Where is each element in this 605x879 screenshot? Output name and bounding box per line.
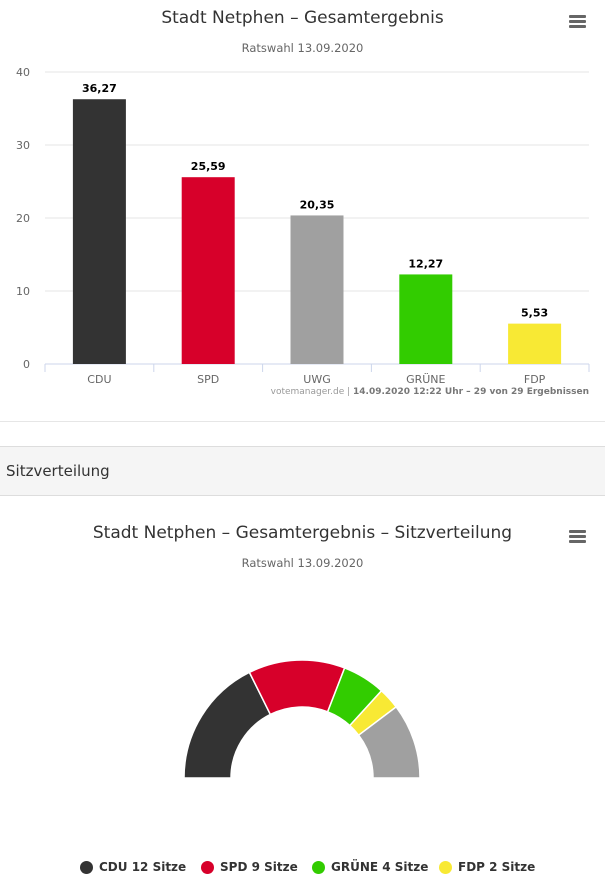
- legend-item-grüne[interactable]: GRÜNE 4 Sitze: [312, 858, 428, 876]
- hamburger-menu-icon[interactable]: [569, 15, 586, 29]
- x-tick-label: GRÜNE: [406, 373, 445, 386]
- x-tick-label: UWG: [303, 373, 330, 386]
- y-tick-label: 10: [16, 285, 30, 298]
- data-label: 5,53: [521, 307, 548, 320]
- legend-marker: [80, 860, 93, 874]
- x-tick-label: SPD: [197, 373, 219, 386]
- chart-credits[interactable]: votemanager.de | 14.09.2020 12:22 Uhr – …: [271, 387, 589, 397]
- bar-chart-title: Stadt Netphen – Gesamtergebnis: [161, 8, 444, 28]
- seat-legend: CDU 12 Sitze SPD 9 Sitze GRÜNE 4 Sitze FDP …: [0, 858, 605, 878]
- data-label: 36,27: [82, 82, 117, 95]
- bar-cdu[interactable]: [72, 99, 126, 364]
- legend-label: SPD 9 Sitze: [220, 860, 298, 874]
- legend-marker: [312, 860, 325, 874]
- credits-separator: |: [344, 387, 354, 397]
- credits-site[interactable]: votemanager.de: [270, 387, 345, 397]
- hamburger-menu-icon[interactable]: [569, 530, 586, 544]
- bar-chart-subtitle: Ratswahl 13.09.2020: [241, 41, 364, 55]
- legend-label: FDP 2 Sitze: [458, 860, 536, 874]
- x-tick-label: CDU: [87, 373, 111, 386]
- legend-label: GRÜNE 4 Sitze: [331, 860, 429, 874]
- data-label: 20,35: [300, 198, 335, 211]
- seat-chart: [183, 659, 421, 779]
- legend-item-spd[interactable]: SPD 9 Sitze: [201, 858, 298, 876]
- bar-grüne[interactable]: [399, 274, 453, 364]
- section-title: Sitzverteilung: [6, 462, 110, 480]
- credits-info: 14.09.2020 12:22 Uhr – 29 von 29 Ergebni…: [353, 387, 589, 397]
- bar-chart: 0 10 20 30 40 36,27 CDU 25,59 SPD 20,35 UWG 12,27 GR…: [16, 66, 590, 386]
- bar-spd[interactable]: [181, 177, 235, 364]
- y-tick-label: 0: [23, 358, 30, 371]
- x-tick-label: FDP: [524, 373, 546, 386]
- legend-marker: [201, 860, 214, 874]
- legend-item-fdp[interactable]: FDP 2 Sitze: [439, 858, 535, 876]
- section-header: Sitzverteilung: [0, 446, 605, 496]
- panel-divider: [0, 421, 605, 422]
- bar-fdp[interactable]: [508, 323, 562, 364]
- y-tick-label: 30: [16, 139, 30, 152]
- legend-item-cdu[interactable]: CDU 12 Sitze: [80, 858, 186, 876]
- y-tick-label: 40: [16, 66, 30, 79]
- legend-label: CDU 12 Sitze: [99, 860, 187, 874]
- bar-uwg[interactable]: [290, 215, 344, 364]
- seat-chart-title: Stadt Netphen – Gesamtergebnis – Sitzver…: [92, 523, 513, 543]
- data-label: 12,27: [408, 257, 443, 270]
- data-label: 25,59: [191, 160, 226, 173]
- slice-uwg[interactable]: [357, 705, 421, 779]
- y-tick-label: 20: [16, 212, 30, 225]
- legend-marker: [439, 860, 452, 874]
- seat-chart-subtitle: Ratswahl 13.09.2020: [241, 556, 364, 570]
